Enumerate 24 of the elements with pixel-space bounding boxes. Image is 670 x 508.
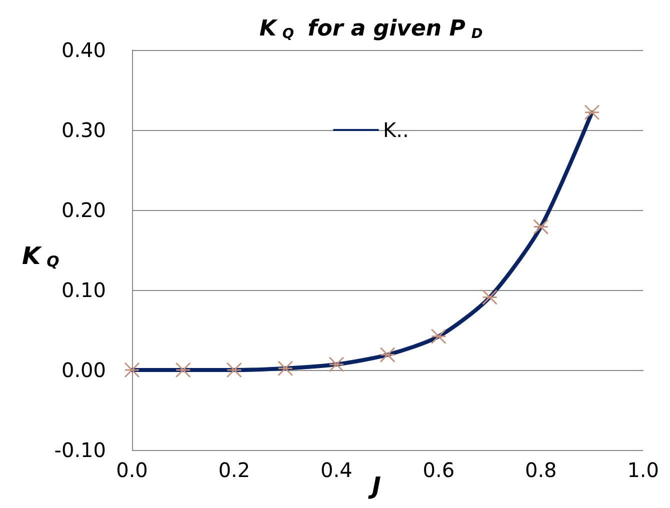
point xyxy=(226,362,242,378)
x-tick-label: 1.0 xyxy=(627,458,660,482)
y-tick-label: 0.20 xyxy=(61,198,106,222)
point xyxy=(328,356,344,372)
x-tick-label: 0.2 xyxy=(218,458,250,482)
y-tick-label: 0.40 xyxy=(61,38,106,62)
y-tick-label: 0.00 xyxy=(61,358,106,382)
point xyxy=(124,362,140,378)
point xyxy=(430,328,446,344)
y-tick-label: -0.10 xyxy=(54,438,106,462)
point xyxy=(380,347,396,363)
x-axis-title: J xyxy=(368,472,381,500)
x-tick-label: 0.6 xyxy=(422,458,455,482)
point xyxy=(175,362,191,378)
x-tick-label: 0.8 xyxy=(524,458,557,482)
point xyxy=(278,360,294,376)
y-tick-label: 0.30 xyxy=(61,118,106,142)
legend-label: K.. xyxy=(383,118,409,142)
point xyxy=(584,104,600,120)
x-tick-label: 0.4 xyxy=(320,458,352,482)
point xyxy=(482,289,498,305)
y-tick-label: 0.10 xyxy=(61,278,106,302)
x-tick-label: 0.0 xyxy=(116,458,148,482)
point xyxy=(533,219,549,235)
